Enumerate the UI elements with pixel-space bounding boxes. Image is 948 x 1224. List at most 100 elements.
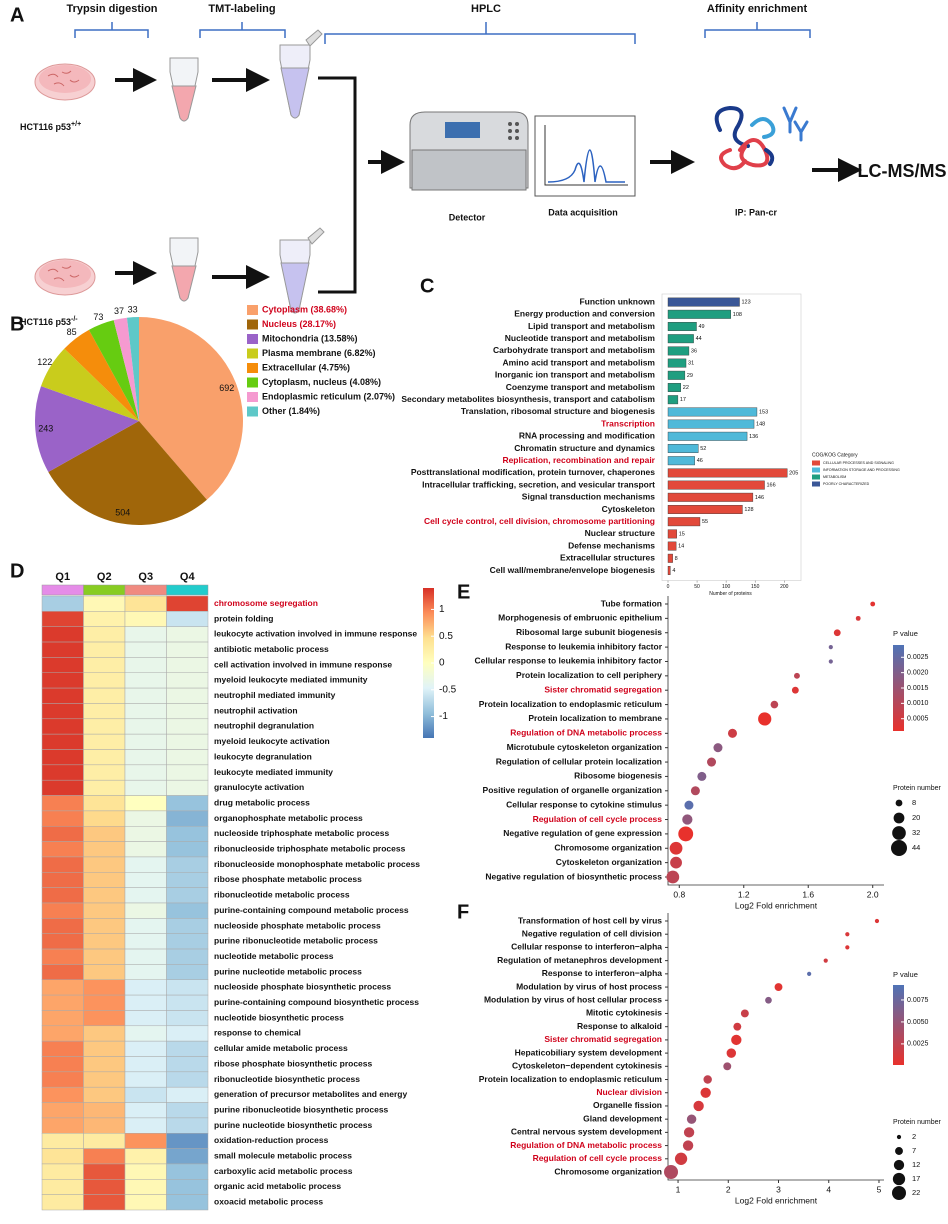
value-label: 8	[675, 556, 678, 562]
column-annotation	[124, 584, 167, 596]
pie-slice	[126, 317, 139, 421]
heat-cell	[83, 687, 126, 704]
heat-cell	[41, 826, 84, 842]
slice-label: 692	[219, 383, 234, 393]
heat-cell	[83, 994, 126, 1011]
heat-cell	[83, 1179, 126, 1195]
colorbar-label: 0.0015	[907, 685, 929, 692]
row-label: leukocyte activation involved in immune …	[214, 629, 417, 639]
colorbar-label: 0.0010	[907, 700, 929, 707]
category-label: Regulation of cell cycle process	[533, 1153, 663, 1163]
heat-cell	[41, 1117, 84, 1134]
category-label: Carbohydrate transport and metabolism	[493, 345, 655, 355]
sample-label: HCT116 p53-/-	[20, 316, 78, 328]
heat-cell	[124, 1194, 167, 1211]
bubble	[669, 841, 683, 855]
bubble	[686, 1114, 697, 1124]
category-label: Regulation of DNA metabolic process	[510, 728, 662, 738]
heat-cell	[41, 764, 84, 781]
category-label: Modulation by virus of host cellular pro…	[484, 995, 662, 1005]
legend-swatch	[247, 363, 258, 373]
pie-slice	[64, 329, 139, 421]
value-label: 55	[702, 519, 708, 525]
heat-cell	[41, 918, 84, 934]
bar	[667, 566, 671, 575]
arrows	[115, 68, 862, 289]
x-tick-label: 200	[780, 584, 789, 590]
heat-cell	[83, 1133, 126, 1149]
heat-cell	[166, 841, 209, 858]
bubble	[727, 728, 737, 738]
heat-cell	[41, 1102, 84, 1119]
heat-cell	[83, 1086, 126, 1103]
bubble	[674, 1152, 688, 1165]
heat-cell	[124, 887, 167, 904]
slice-label: 122	[37, 357, 52, 367]
heat-cell	[124, 611, 167, 627]
bubble	[726, 1048, 737, 1058]
value-label: 4	[672, 568, 675, 574]
heat-cell	[124, 1102, 167, 1119]
x-tick-label: 4	[826, 1184, 831, 1194]
heat-cell	[41, 964, 84, 981]
bubble	[703, 1075, 712, 1084]
row-label: neutrophil degranulation	[214, 721, 314, 731]
heat-cell	[166, 611, 209, 627]
value-label: 29	[687, 373, 693, 379]
heat-cell	[166, 1148, 209, 1165]
category-label: Hepaticobiliary system development	[515, 1047, 663, 1057]
heat-cell	[166, 887, 209, 904]
panel-letter: D	[10, 560, 24, 582]
bubble	[828, 645, 833, 650]
value-label: 15	[679, 531, 685, 537]
column-label: Q1	[55, 571, 70, 583]
heat-cell	[124, 810, 167, 827]
row-label: nucleotide biosynthetic process	[214, 1012, 344, 1022]
heat-cell	[83, 933, 126, 950]
heat-cell	[124, 641, 167, 658]
colorbar-label: -0.5	[439, 684, 457, 695]
heat-cell	[166, 856, 209, 873]
row-label: neutrophil activation	[214, 705, 298, 715]
heat-cell	[124, 718, 167, 735]
bar	[667, 541, 677, 551]
heat-cell	[124, 1179, 167, 1195]
dish	[34, 63, 96, 296]
category-label: Chromatin structure and dynamics	[514, 443, 655, 453]
heat-cell	[83, 1056, 126, 1073]
value-label: 14	[678, 544, 684, 550]
heat-cell	[41, 933, 84, 950]
category-label: Amino acid transport and metabolism	[502, 357, 655, 367]
heat-cell	[166, 1163, 209, 1180]
heat-cell	[41, 703, 84, 720]
heat-cell	[124, 1010, 167, 1027]
heat-cell	[41, 611, 84, 627]
category-label: Nuclear division	[596, 1087, 662, 1097]
heat-cell	[166, 948, 209, 965]
category-label: Intracellular trafficking, secretion, an…	[422, 479, 655, 489]
heat-cell	[124, 1040, 167, 1057]
bar	[667, 431, 748, 441]
bar	[667, 480, 765, 490]
category-label: Sister chromatid segregation	[544, 1034, 662, 1044]
heat-cell	[124, 733, 167, 750]
category-label: Negative regulation of gene expression	[503, 828, 662, 838]
heat-cell	[41, 856, 84, 873]
heat-cell	[41, 902, 84, 919]
category-label: Cytoskeleton organization	[556, 857, 662, 867]
row-label: ribonucleotide metabolic process	[214, 890, 350, 900]
bar	[667, 297, 740, 307]
colorbar	[893, 645, 904, 731]
size-legend-mark	[895, 799, 903, 807]
heat-cell	[83, 1194, 126, 1211]
category-label: Cytoskeleton	[602, 504, 655, 514]
bubble	[774, 983, 783, 992]
bubble	[758, 712, 772, 726]
panel-a: A Trypsin digestion TMT-labeling HPLC Af…	[10, 3, 947, 327]
bar	[667, 456, 695, 466]
heat-cell	[83, 856, 126, 873]
category-label: Inorganic ion transport and metabolism	[495, 370, 656, 380]
heat-cell	[124, 779, 167, 796]
bar	[667, 395, 679, 405]
row-label: cellular amide metabolic process	[214, 1043, 348, 1053]
